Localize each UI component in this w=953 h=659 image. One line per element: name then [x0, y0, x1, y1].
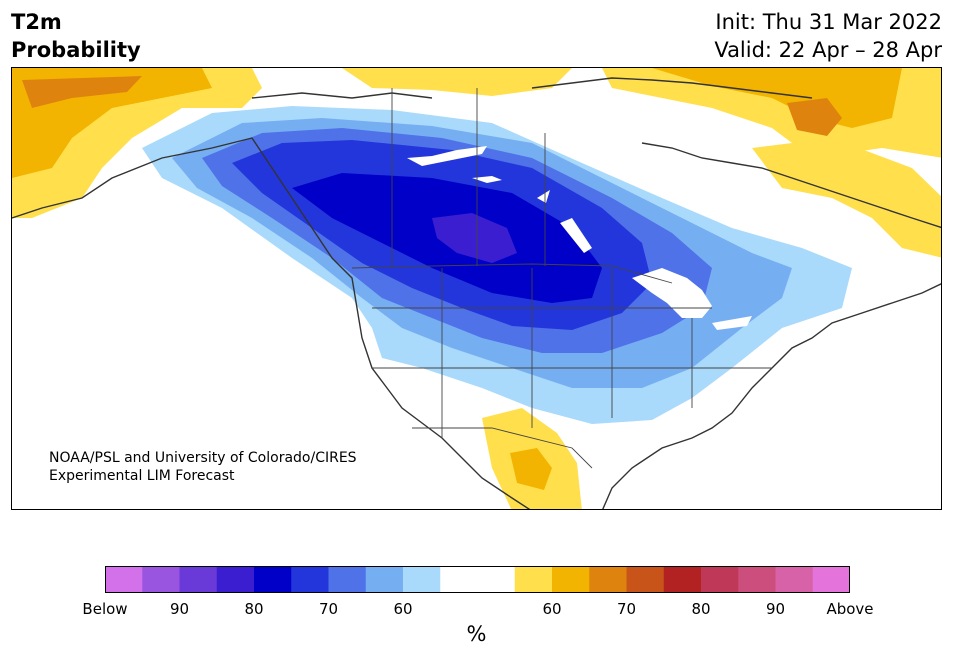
title-subtitle: Probability [11, 38, 141, 62]
colorbar-border [105, 566, 850, 593]
colorbar-segment [812, 566, 850, 593]
data-credit: NOAA/PSL and University of Colorado/CIRE… [49, 449, 357, 485]
colorbar-tick-label: 70 [318, 600, 339, 618]
colorbar-segment [403, 566, 441, 593]
political-borders [351, 88, 772, 469]
colorbar-segment [552, 566, 590, 593]
colorbar-segment [589, 566, 627, 593]
colorbar-segment [775, 566, 814, 593]
colorbar-tick-label: 90 [765, 600, 786, 618]
credit-line-1: NOAA/PSL and University of Colorado/CIRE… [49, 450, 357, 466]
colorbar-unit: % [466, 622, 487, 646]
colorbar-tick-label: Above [826, 600, 874, 618]
colorbar-segment [514, 566, 553, 593]
coastlines [12, 77, 941, 509]
probability-map [12, 68, 941, 509]
colorbar-segment [365, 566, 404, 593]
colorbar-segment [738, 566, 776, 593]
colorbar-tick-label: 70 [616, 600, 637, 618]
lakes [407, 146, 752, 330]
colorbar-tick-label: Below [82, 600, 128, 618]
colorbar-segment [142, 566, 180, 593]
colorbar-segment [663, 566, 702, 593]
colorbar-segment [701, 566, 739, 593]
colorbar-segment [291, 566, 329, 593]
colorbar-tick-labels: Below 90 80 70 60 60 70 80 90 Above [0, 600, 953, 620]
colorbar-tick-label: 60 [393, 600, 413, 618]
colorbar-segment [626, 566, 665, 593]
map-title: T2m Probability [11, 8, 141, 64]
colorbar-tick-label: 80 [691, 600, 711, 618]
colorbar-tick-label: 80 [244, 600, 264, 618]
colorbar-tick-label: 90 [169, 600, 190, 618]
warm-anomaly-fills [12, 68, 941, 509]
valid-date: Valid: 22 Apr – 28 Apr [714, 38, 942, 62]
colorbar-segment [328, 566, 367, 593]
init-date: Init: Thu 31 Mar 2022 [715, 10, 942, 34]
colorbar-tick-label: 60 [542, 600, 562, 618]
forecast-dates: Init: Thu 31 Mar 2022 Valid: 22 Apr – 28… [714, 8, 942, 64]
colorbar [105, 566, 850, 593]
colorbar-segment [440, 566, 478, 593]
map-panel [11, 67, 942, 510]
colorbar-segment [216, 566, 255, 593]
title-variable: T2m [11, 10, 62, 34]
colorbar-segment [254, 566, 292, 593]
colorbar-segment [179, 566, 218, 593]
colorbar-segment [477, 566, 516, 593]
colorbar-segment [105, 566, 143, 593]
credit-line-2: Experimental LIM Forecast [49, 468, 235, 484]
